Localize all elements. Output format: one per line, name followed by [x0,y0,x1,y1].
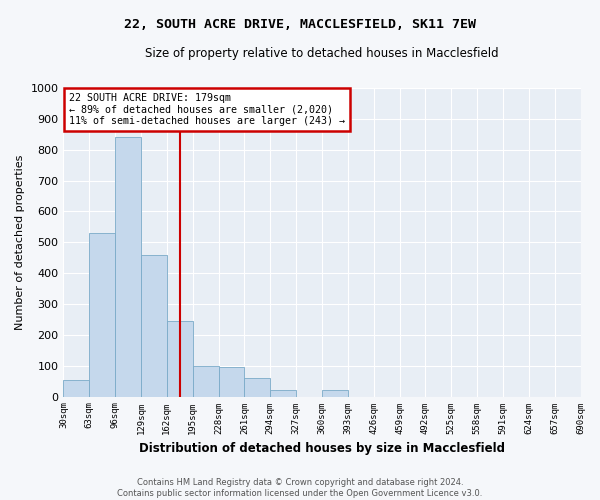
Bar [167,321,193,396]
Bar [244,378,270,396]
X-axis label: Distribution of detached houses by size in Macclesfield: Distribution of detached houses by size … [139,442,505,455]
Y-axis label: Number of detached properties: Number of detached properties [15,154,25,330]
Text: 22, SOUTH ACRE DRIVE, MACCLESFIELD, SK11 7EW: 22, SOUTH ACRE DRIVE, MACCLESFIELD, SK11… [124,18,476,30]
Bar [218,367,244,396]
Bar [270,390,296,396]
Bar [193,366,218,396]
Bar [322,390,348,396]
Text: Contains HM Land Registry data © Crown copyright and database right 2024.
Contai: Contains HM Land Registry data © Crown c… [118,478,482,498]
Bar [89,233,115,396]
Text: 22 SOUTH ACRE DRIVE: 179sqm
← 89% of detached houses are smaller (2,020)
11% of : 22 SOUTH ACRE DRIVE: 179sqm ← 89% of det… [68,92,344,126]
Title: Size of property relative to detached houses in Macclesfield: Size of property relative to detached ho… [145,48,499,60]
Bar [141,254,167,396]
Bar [115,138,141,396]
Bar [64,380,89,396]
